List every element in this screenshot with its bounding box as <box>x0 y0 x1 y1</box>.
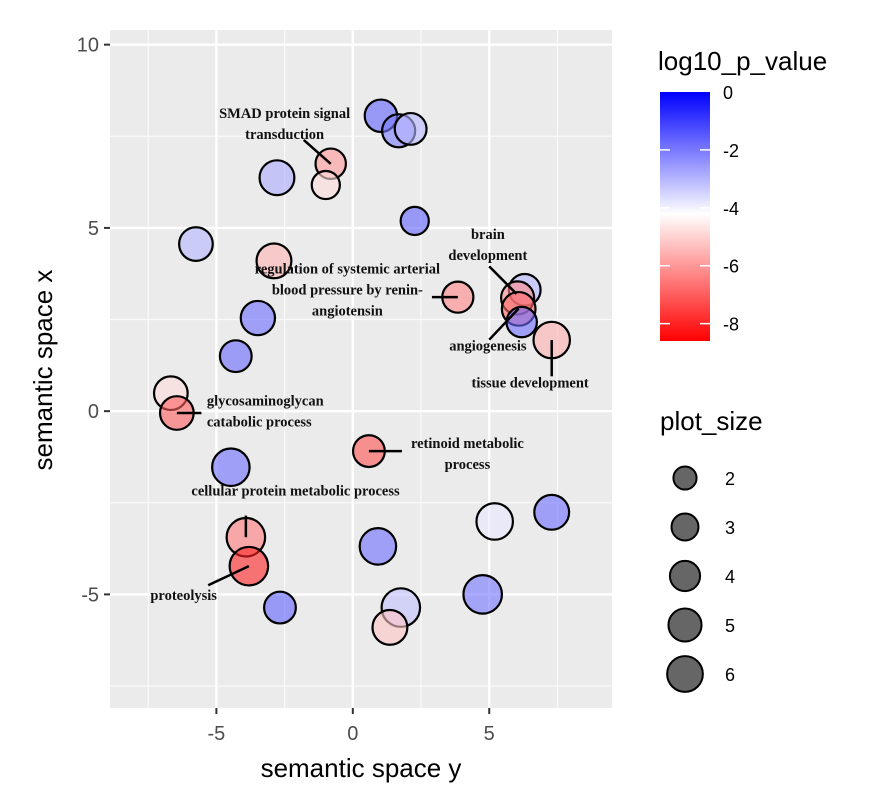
y-axis: -5 0 5 10 <box>77 35 110 606</box>
x-tick-label: -5 <box>208 723 226 745</box>
y-tick-label: 0 <box>88 401 99 423</box>
annotation-label-line: catabolic process <box>207 415 312 431</box>
annotation-label-line: angiotensin <box>312 304 383 320</box>
annotation-label-line: proteolysis <box>150 588 217 604</box>
size-legend-title: plot_size <box>660 406 763 436</box>
data-point <box>178 226 214 262</box>
annotation-labels: SMAD protein signal transduction regulatio… <box>150 106 589 604</box>
data-point <box>310 169 341 201</box>
colorbar-tick-label: 0 <box>723 83 733 103</box>
size-legend: plot_size 2 3 4 5 6 <box>660 406 763 693</box>
annotation-label: retinoid metabolic process <box>411 436 524 473</box>
y-tick-label: -5 <box>81 584 99 606</box>
data-point <box>399 205 430 237</box>
data-point <box>462 574 504 615</box>
annotation-label-line: development <box>448 248 527 264</box>
size-legend-label: 5 <box>725 616 735 636</box>
annotation-label: SMAD protein signal transduction <box>219 106 350 143</box>
annotation-label-line: brain <box>471 227 505 243</box>
colorbar-tick-label: -4 <box>723 199 739 219</box>
annotation-leader-line <box>488 307 520 341</box>
annotation-leader-line <box>302 139 332 165</box>
annotation-label-line: retinoid metabolic <box>411 436 524 452</box>
data-point <box>358 527 398 566</box>
annotation-label-line: SMAD protein signal <box>219 106 350 122</box>
x-axis: -5 0 5 <box>208 708 495 745</box>
colorbar-tick-label: -8 <box>723 315 739 335</box>
size-legend-label: 4 <box>725 567 735 587</box>
data-point <box>211 447 251 488</box>
data-point <box>255 242 293 280</box>
x-axis-title: semantic space y <box>261 753 462 783</box>
annotation-label-line: angiogenesis <box>449 339 527 355</box>
data-point <box>393 111 428 146</box>
data-point <box>262 590 297 625</box>
size-legend-key <box>672 465 698 491</box>
annotation-label: angiogenesis <box>449 339 527 355</box>
annotation-leader-line <box>207 565 250 587</box>
x-tick-label: 0 <box>347 723 358 745</box>
annotation-leader-line <box>488 265 518 295</box>
annotation-label: proteolysis <box>150 588 217 604</box>
annotation-label-line: tissue development <box>472 375 589 391</box>
color-legend-title: log10_p_value <box>658 46 827 76</box>
annotation-label: regulation of systemic arterial blood pre… <box>255 262 440 320</box>
colorbar-tick-label: -6 <box>723 257 739 277</box>
annotation-label: brain development <box>448 227 527 264</box>
data-point <box>218 339 253 374</box>
annotation-label-line: process <box>445 457 491 473</box>
annotation-label-line: transduction <box>245 127 324 143</box>
data-point <box>475 502 515 541</box>
color-legend: log10_p_value 0 -2 -4 -6 -8 <box>658 46 827 341</box>
annotation-label: glycosaminoglycan catabolic process <box>207 394 324 431</box>
x-tick-label: 5 <box>484 723 495 745</box>
data-point <box>239 299 277 337</box>
colorbar <box>660 92 710 341</box>
data-point <box>533 493 571 531</box>
annotation-label: tissue development <box>472 375 589 391</box>
y-tick-label: 5 <box>88 218 99 240</box>
colorbar-tick-label: -2 <box>723 141 739 161</box>
size-legend-label: 2 <box>725 469 735 489</box>
annotation-lines <box>176 139 553 587</box>
data-point <box>505 305 538 339</box>
annotation-label-line: regulation of systemic arterial <box>255 262 440 278</box>
plot-panel <box>110 30 612 708</box>
y-axis-title: semantic space x <box>28 270 58 471</box>
data-point <box>258 159 296 197</box>
size-legend-key <box>667 607 703 643</box>
size-legend-key <box>666 655 704 693</box>
annotation-label: cellular protein metabolic process <box>191 483 400 499</box>
annotation-label-line: blood pressure by renin- <box>272 283 423 299</box>
annotation-label-line: cellular protein metabolic process <box>191 483 400 499</box>
data-point <box>371 608 409 646</box>
size-legend-label: 6 <box>725 665 735 685</box>
annotation-label-line: glycosaminoglycan <box>207 394 324 410</box>
size-legend-key <box>668 559 702 593</box>
y-tick-label: 10 <box>77 35 99 57</box>
size-legend-key <box>670 512 700 542</box>
size-legend-label: 3 <box>725 518 735 538</box>
